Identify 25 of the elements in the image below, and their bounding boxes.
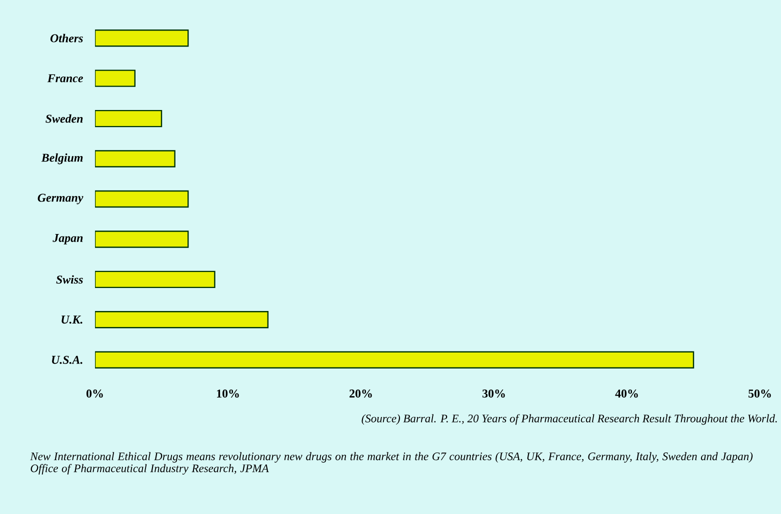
text: Office of Pharmaceutical Industry Research, JPMA: [30, 464, 269, 475]
x-tick-label: 40%: [615, 390, 638, 398]
bar: [95, 190, 189, 208]
text: (Source) Barral. P. E., 20 Years of Pharmaceutical Research Result Throughout the World.: [362, 414, 777, 425]
x-tick-label: 50%: [748, 390, 771, 398]
y-tick-label: U.S.A.: [52, 356, 82, 364]
y-tick-label: Germany: [38, 194, 84, 204]
bar: [95, 30, 189, 47]
y-tick-label: Belgium: [41, 153, 83, 164]
y-tick-label: Others: [50, 34, 83, 42]
y-tick-label: U.K.: [62, 316, 82, 324]
x-tick-label: 20%: [350, 390, 372, 398]
y-tick-label: Sweden: [46, 114, 83, 123]
bar: [95, 311, 269, 328]
bar: [95, 351, 694, 368]
bar: [95, 270, 216, 288]
text: New International Ethical Drugs means revolutionary new drugs on the market in the G7 countries (USA, UK, France, Germany, Italy, Sweden and Japan): [30, 452, 753, 463]
bar: [95, 110, 162, 128]
x-tick-label: 10%: [217, 390, 239, 398]
x-tick-label: 0%: [86, 390, 103, 398]
y-tick-label: Swiss: [56, 275, 83, 284]
y-tick-label: France: [47, 74, 83, 82]
bar: [95, 230, 189, 248]
y-tick-label: Japan: [52, 234, 83, 244]
x-tick-label: 30%: [482, 390, 505, 398]
